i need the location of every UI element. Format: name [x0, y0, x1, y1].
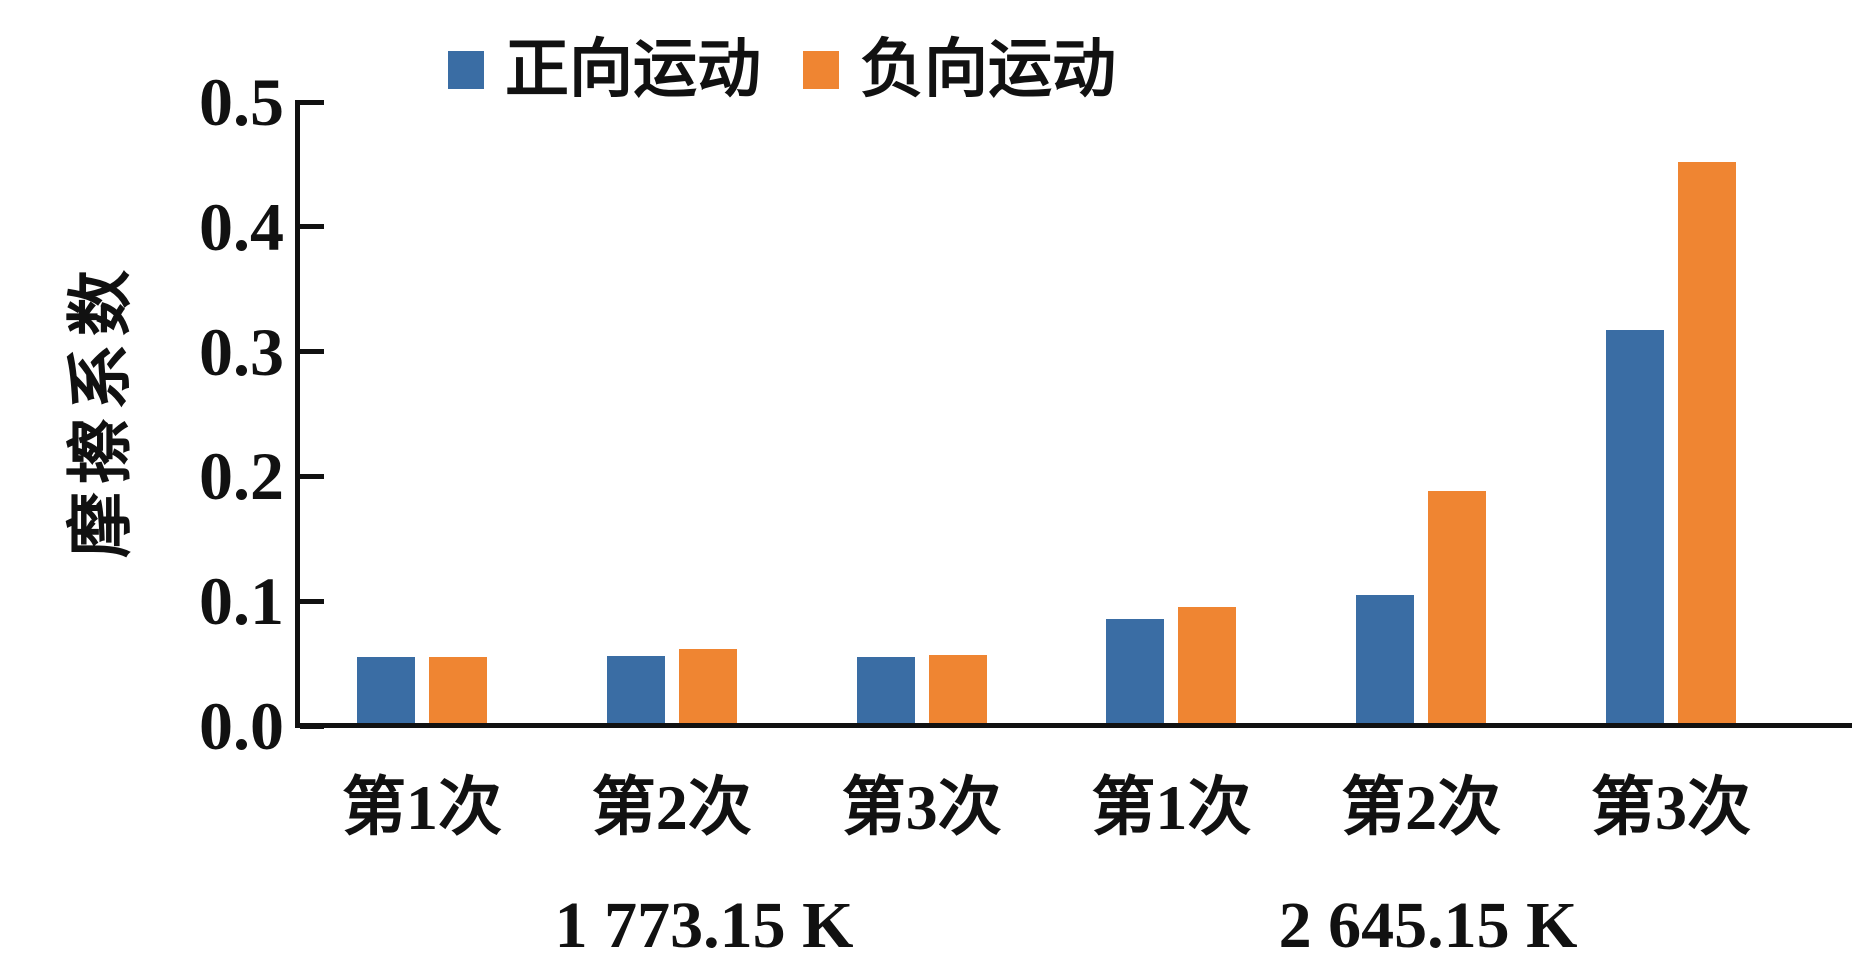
- legend-item-forward: 正向运动: [448, 34, 761, 106]
- legend-item-negative: 负向运动: [803, 34, 1116, 106]
- group-label-1773k: 1 773.15 K: [554, 889, 854, 962]
- y-tick-label: 0.3: [199, 313, 284, 390]
- y-tick-label: 0.4: [199, 188, 284, 265]
- x-category-label: 第2次: [1341, 772, 1502, 843]
- legend-label-negative: 负向运动: [860, 34, 1116, 105]
- bar-negative: [1678, 162, 1736, 726]
- y-tick: [300, 473, 324, 479]
- bar-negative: [429, 657, 487, 726]
- x-category-label: 第1次: [342, 772, 502, 843]
- bar-forward: [606, 656, 665, 726]
- y-axis-title: 摩擦系数: [65, 262, 138, 558]
- bar-forward: [357, 657, 415, 726]
- legend: 正向运动 负向运动: [448, 30, 1116, 110]
- x-category-label: 第1次: [1091, 772, 1252, 843]
- bar-forward: [1606, 330, 1664, 726]
- y-tick-label: 0.2: [199, 438, 284, 515]
- bar-negative: [928, 655, 987, 726]
- legend-swatch-negative-icon: [803, 51, 839, 89]
- x-category-label: 第2次: [591, 772, 752, 843]
- y-tick-label: 0.5: [199, 64, 284, 140]
- legend-swatch-forward-icon: [448, 51, 484, 89]
- x-category-label: 第3次: [841, 772, 1002, 843]
- bar-forward: [1356, 595, 1415, 726]
- y-tick: [300, 598, 324, 604]
- y-axis: [295, 100, 300, 728]
- legend-label-forward: 正向运动: [505, 34, 761, 105]
- x-axis: [295, 723, 1852, 728]
- y-tick-label: 0.0: [199, 688, 284, 764]
- y-tick: [300, 224, 324, 230]
- bar-forward: [1106, 619, 1165, 726]
- bar-forward: [856, 657, 915, 726]
- y-tick: [300, 349, 324, 355]
- bar-negative: [678, 649, 737, 726]
- group-label-2645k: 2 645.15 K: [1278, 889, 1578, 962]
- y-tick-label: 0.1: [199, 563, 284, 640]
- bar-negative: [1428, 491, 1487, 726]
- y-tick: [300, 99, 324, 105]
- bar-negative: [1178, 607, 1237, 726]
- x-category-label: 第3次: [1591, 772, 1751, 843]
